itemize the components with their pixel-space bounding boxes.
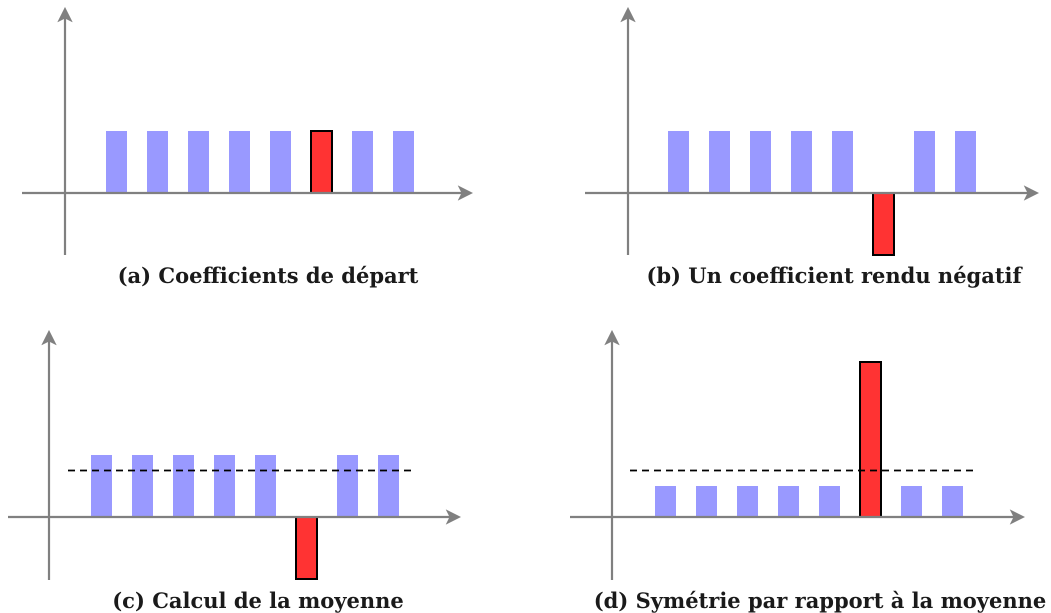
highlighted-bar-c <box>295 516 318 580</box>
bar-a-4 <box>229 131 250 193</box>
bar-a-3 <box>188 131 209 193</box>
panel-d: (d) Symétrie par rapport à la moyenne <box>570 329 1047 613</box>
bar-c-8 <box>378 455 399 517</box>
bar-d-8 <box>942 486 963 517</box>
highlighted-bar-b <box>872 192 895 256</box>
panel-b: (b) Un coefficient rendu négatif <box>585 6 1040 288</box>
bar-d-5 <box>819 486 840 517</box>
bar-a-8 <box>393 131 414 193</box>
bar-b-2 <box>709 131 730 193</box>
bar-d-4 <box>778 486 799 517</box>
caption-a: (a) Coefficients de départ <box>118 263 419 288</box>
bar-b-7 <box>914 131 935 193</box>
highlighted-bar-a <box>310 130 333 194</box>
bar-b-3 <box>750 131 771 193</box>
bar-d-1 <box>655 486 676 517</box>
bar-b-4 <box>791 131 812 193</box>
panel-c: (c) Calcul de la moyenne <box>8 329 462 613</box>
highlighted-bar-d <box>859 361 882 518</box>
bar-c-7 <box>337 455 358 517</box>
bar-a-1 <box>106 131 127 193</box>
bar-b-5 <box>832 131 853 193</box>
caption-b: (b) Un coefficient rendu négatif <box>646 263 1023 288</box>
bar-c-5 <box>255 455 276 517</box>
bar-d-3 <box>737 486 758 517</box>
bar-d-7 <box>901 486 922 517</box>
panel-a: (a) Coefficients de départ <box>22 6 474 288</box>
bar-b-8 <box>955 131 976 193</box>
bar-a-7 <box>352 131 373 193</box>
bar-d-2 <box>696 486 717 517</box>
caption-d: (d) Symétrie par rapport à la moyenne <box>594 588 1047 613</box>
bar-c-1 <box>91 455 112 517</box>
bar-a-5 <box>270 131 291 193</box>
bar-c-2 <box>132 455 153 517</box>
caption-c: (c) Calcul de la moyenne <box>112 588 404 613</box>
bar-b-1 <box>668 131 689 193</box>
bar-a-2 <box>147 131 168 193</box>
bar-c-3 <box>173 455 194 517</box>
bar-c-4 <box>214 455 235 517</box>
